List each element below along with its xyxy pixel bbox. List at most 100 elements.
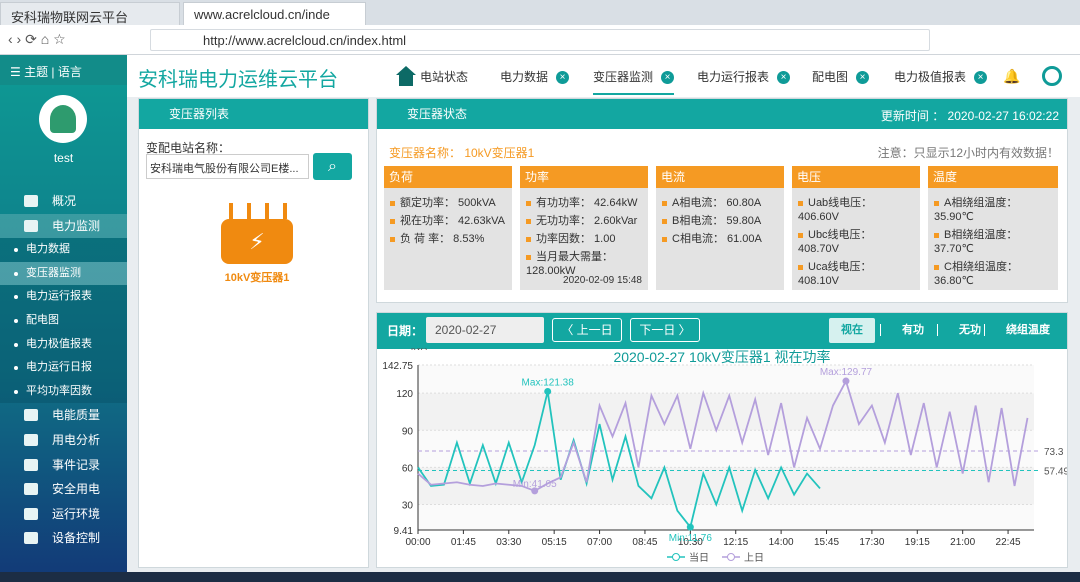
card-item: A相电流： 60.80A xyxy=(656,194,784,212)
menu-label[interactable]: 电力极值报表 xyxy=(26,337,92,350)
card-item-text: 当月最大需量： 128.00kW xyxy=(526,251,613,277)
card-item-text: C相电流： 61.00A xyxy=(672,233,762,245)
menu-item[interactable]: 概况 xyxy=(0,189,127,214)
date-label: 日期： xyxy=(387,324,424,338)
menu-label[interactable]: 事件记录 xyxy=(52,457,101,472)
prev-day[interactable]: 〈 上一日 xyxy=(552,318,622,342)
close-tab[interactable]: × xyxy=(856,71,870,85)
note: 注意：只显示12小时内有效数据！ xyxy=(877,146,1059,160)
mode-button[interactable]: 视在 xyxy=(829,318,875,343)
menu-label[interactable]: 运行环境 xyxy=(52,506,101,521)
bullet xyxy=(526,218,531,224)
next-day[interactable]: 下一日 〉 xyxy=(630,318,700,342)
menu-label[interactable]: 电力运行日报 xyxy=(26,361,92,374)
search-button[interactable]: ⌕ xyxy=(313,153,352,180)
mode-button[interactable]: 有功 xyxy=(902,324,924,336)
grid-band xyxy=(418,504,1034,530)
menu-label[interactable]: 电力监测 xyxy=(52,218,101,233)
menu-item[interactable]: 设备控制 xyxy=(0,526,127,551)
menu-label[interactable]: 电能质量 xyxy=(52,408,101,423)
url[interactable]: http://www.acrelcloud.cn/index.html xyxy=(150,29,930,51)
transformer-icon[interactable]: ⚡ xyxy=(221,219,293,264)
nav-tab[interactable]: 电力运行报表 × xyxy=(697,68,791,85)
alarm-icon[interactable]: 🔔 xyxy=(1003,68,1021,84)
nav-tab-label[interactable]: 电力极值报表 xyxy=(894,70,967,84)
header xyxy=(127,55,1080,97)
home-icon[interactable] xyxy=(396,66,416,86)
menu-item[interactable]: 平均功率因数 xyxy=(0,379,127,404)
series-line xyxy=(417,391,821,530)
menu-label[interactable]: 电力运行报表 xyxy=(26,290,92,303)
menu-label[interactable]: 电力数据 xyxy=(26,243,70,256)
menu-item[interactable]: 电能质量 xyxy=(0,403,127,428)
nav-tab-label[interactable]: 配电图 xyxy=(812,70,849,84)
date-input[interactable]: 2020-02-27 xyxy=(426,317,544,343)
mode-button[interactable]: 无功 xyxy=(959,324,981,336)
bullet xyxy=(14,389,18,394)
x-tick-label: 14:00 xyxy=(769,537,794,548)
nav-tab-label[interactable]: 电力数据 xyxy=(500,70,549,84)
close-tab[interactable]: × xyxy=(974,71,988,85)
menu-label[interactable]: 用电分析 xyxy=(52,432,101,447)
transformer-terminals xyxy=(221,203,293,219)
menu-item[interactable]: 配电图 xyxy=(0,308,127,333)
menu-item[interactable]: 电力运行日报 xyxy=(0,356,127,380)
menu-label[interactable]: 平均功率因数 xyxy=(26,384,92,397)
bullet xyxy=(526,200,531,206)
legend-marker xyxy=(672,553,680,561)
menu-label[interactable]: 变压器监测 xyxy=(26,266,81,279)
menu-item[interactable]: 事件记录 xyxy=(0,453,127,478)
card-item-text: Uab线电压： 406.60V xyxy=(798,197,873,223)
menu-label[interactable]: 安全用电 xyxy=(52,482,101,497)
legend-label: 当日 xyxy=(689,551,709,564)
bullet xyxy=(14,295,18,300)
close-tab[interactable]: × xyxy=(661,71,675,85)
legend-label: 上日 xyxy=(744,552,764,564)
card-item-text: 无功功率： 2.60kVar xyxy=(536,215,638,227)
close-tab[interactable]: × xyxy=(556,71,570,85)
nav-tab-label[interactable]: 电站状态 xyxy=(420,70,469,84)
grid-band xyxy=(418,393,1034,431)
menu-item[interactable]: 安全用电 xyxy=(0,477,127,502)
theme-bar[interactable]: ☰ 主题 | 语言 xyxy=(0,55,127,85)
card-item: 视在功率： 42.63kVA xyxy=(384,212,512,230)
nav-tab[interactable]: 变压器监测 × xyxy=(593,68,675,95)
menu-item[interactable]: 变压器监测 xyxy=(0,261,127,286)
close-tab[interactable]: × xyxy=(777,71,791,85)
menu-item[interactable]: 用电分析 xyxy=(0,428,127,453)
menu-item[interactable]: 电力监测 xyxy=(0,213,127,239)
prev-label[interactable]: 上一日 xyxy=(576,323,613,337)
menu-item[interactable]: 电力数据 xyxy=(0,238,127,262)
x-tick-label: 00:00 xyxy=(405,537,430,548)
power-icon[interactable] xyxy=(1042,66,1062,86)
card-items: A相绕组温度： 35.90℃ B相绕组温度： 37.70℃ C相绕组温度： 36.8… xyxy=(928,188,1058,290)
menu-item[interactable]: 运行环境 xyxy=(0,502,127,527)
menu-item[interactable]: 电力运行报表 xyxy=(0,285,127,309)
status-card: 电压 Uab线电压： 406.60V Ubc线电压： 408.70V Uca线电压： … xyxy=(792,166,920,290)
grid-band xyxy=(418,365,1034,394)
nav-tab[interactable]: 电力极值报表 × xyxy=(894,68,988,85)
nav-tab-label[interactable]: 电力运行报表 xyxy=(697,70,770,84)
menu-label[interactable]: 配电图 xyxy=(26,313,59,326)
browser-tab[interactable]: 安科瑞物联网云平台 xyxy=(0,2,180,25)
mode-button[interactable]: 绕组温度 xyxy=(1006,324,1050,336)
card-item: 无功功率： 2.60kVar xyxy=(520,212,648,230)
card-title: 电流 xyxy=(656,166,784,188)
theme-label[interactable]: 主题 | 语言 xyxy=(24,65,82,79)
nav-tab-label[interactable]: 变压器监测 xyxy=(593,70,654,84)
browser-tab[interactable]: www.acrelcloud.cn/inde xyxy=(183,2,366,25)
menu-label[interactable]: 设备控制 xyxy=(52,531,101,546)
menu-label[interactable]: 概况 xyxy=(52,194,77,208)
nav-tab[interactable]: 电站状态 xyxy=(420,68,468,85)
bullet xyxy=(662,200,667,206)
x-tick-label: 07:00 xyxy=(587,537,612,548)
next-label[interactable]: 下一日 xyxy=(639,323,676,337)
nav-buttons[interactable]: ‹ › ⟳ ⌂ ☆ xyxy=(8,31,66,47)
sidebar: test 概况 电力监测 电力数据 变压器监测 电力运行报表 配电图 电力极值报表 电力运行日… xyxy=(0,85,127,572)
device-label[interactable]: 10kV变压器1 xyxy=(224,272,290,284)
station-input[interactable]: 安科瑞电气股份有限公司E楼... xyxy=(146,154,309,179)
menu-item[interactable]: 电力极值报表 xyxy=(0,332,127,357)
nav-tab[interactable]: 电力数据 × xyxy=(500,68,570,85)
card-item: 额定功率： 500kVA xyxy=(384,194,512,212)
nav-tab[interactable]: 配电图 × xyxy=(812,68,870,85)
